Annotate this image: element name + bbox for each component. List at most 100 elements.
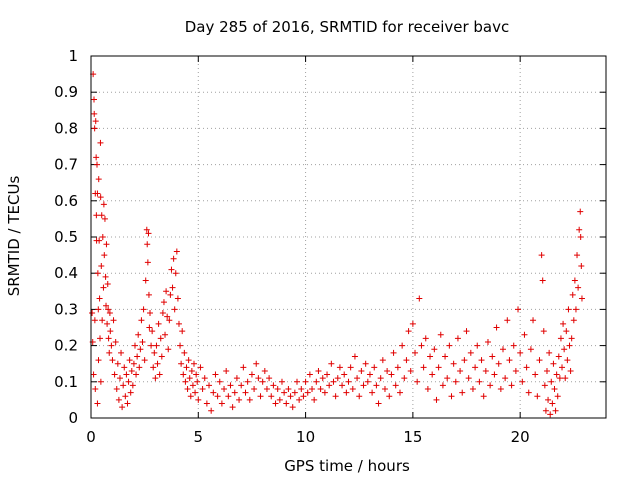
data-point [145, 230, 152, 237]
data-point [311, 396, 318, 403]
data-point [178, 360, 185, 367]
data-point [403, 357, 410, 364]
data-point [489, 353, 496, 360]
data-point [95, 306, 102, 313]
data-point [212, 371, 219, 378]
data-point [89, 310, 96, 317]
data-point [309, 386, 316, 393]
data-point [152, 375, 159, 382]
data-point [412, 349, 419, 356]
data-point [195, 396, 202, 403]
data-point [107, 328, 114, 335]
data-point [557, 335, 564, 342]
data-point [177, 342, 184, 349]
data-point [459, 389, 466, 396]
data-point [93, 154, 100, 161]
data-point [525, 389, 532, 396]
data-point [521, 331, 528, 338]
data-point [560, 320, 567, 327]
data-point [472, 364, 479, 371]
data-point [433, 396, 440, 403]
data-point [437, 331, 444, 338]
data-point [216, 378, 223, 385]
x-tick-label: 15 [403, 428, 422, 446]
data-point [149, 328, 156, 335]
data-point [564, 357, 571, 364]
plot-frame [90, 55, 607, 419]
data-point [90, 371, 97, 378]
data-point [532, 371, 539, 378]
data-point [99, 317, 106, 324]
data-point [550, 360, 557, 367]
data-point [559, 364, 566, 371]
data-point [170, 255, 177, 262]
data-point [386, 393, 393, 400]
data-point [251, 386, 258, 393]
data-point [120, 382, 127, 389]
data-point [134, 353, 141, 360]
data-point [504, 317, 511, 324]
data-point [248, 371, 255, 378]
data-point [420, 364, 427, 371]
data-point [302, 378, 309, 385]
data-point [390, 349, 397, 356]
data-point [567, 367, 574, 374]
data-point [113, 386, 120, 393]
y-tick-label: 0.6 [54, 192, 78, 210]
data-point [268, 393, 275, 400]
data-point [450, 360, 457, 367]
data-point [187, 393, 194, 400]
data-point [291, 389, 298, 396]
data-point [97, 194, 104, 201]
data-point [91, 110, 98, 117]
data-point [482, 367, 489, 374]
x-tick-labels: 0 5 10 15 20 [86, 428, 529, 446]
data-point [128, 367, 135, 374]
data-point [536, 357, 543, 364]
data-point [133, 371, 140, 378]
data-point [435, 364, 442, 371]
data-point [379, 357, 386, 364]
data-point [570, 317, 577, 324]
data-point [182, 378, 189, 385]
data-point [97, 139, 104, 146]
data-point [446, 342, 453, 349]
y-tick-label: 1 [68, 47, 78, 65]
data-point [510, 342, 517, 349]
data-point [91, 125, 98, 132]
data-point [541, 382, 548, 389]
data-point [431, 346, 438, 353]
data-point [339, 382, 346, 389]
data-point [159, 310, 166, 317]
data-point [186, 375, 193, 382]
data-point [164, 313, 171, 320]
data-point [539, 277, 546, 284]
data-point [104, 320, 111, 327]
data-point [553, 371, 560, 378]
data-point [163, 288, 170, 295]
data-point [484, 338, 491, 345]
data-point [317, 386, 324, 393]
data-point [493, 324, 500, 331]
data-point [233, 375, 240, 382]
data-point [147, 310, 154, 317]
data-point [225, 393, 232, 400]
data-point [345, 378, 352, 385]
data-point [103, 302, 110, 309]
data-point [384, 367, 391, 374]
data-point [135, 331, 142, 338]
data-point [319, 375, 326, 382]
data-point [166, 317, 173, 324]
data-point [405, 328, 412, 335]
data-point [223, 367, 230, 374]
data-point [116, 375, 123, 382]
data-point [409, 320, 416, 327]
data-point [101, 215, 108, 222]
data-point [192, 389, 199, 396]
data-point [568, 335, 575, 342]
data-point [313, 378, 320, 385]
data-point [160, 299, 167, 306]
data-point [105, 306, 112, 313]
data-point [480, 393, 487, 400]
data-point [231, 389, 238, 396]
